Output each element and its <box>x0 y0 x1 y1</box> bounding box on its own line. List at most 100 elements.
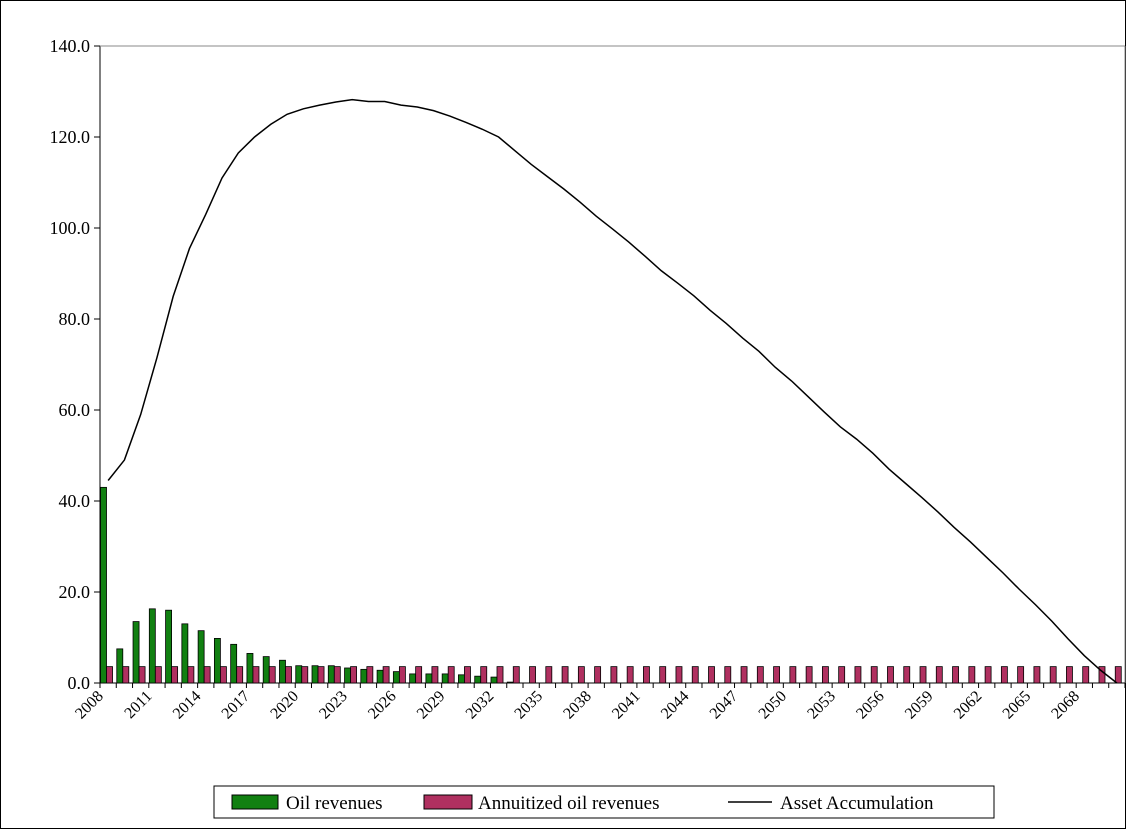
bar-annuitized-oil-revenues <box>366 666 374 684</box>
bar-oil-revenues <box>360 668 368 684</box>
bar-annuitized-oil-revenues <box>561 666 569 684</box>
bar-annuitized-oil-revenues <box>968 666 976 684</box>
bar-annuitized-oil-revenues <box>1017 666 1025 684</box>
bar-annuitized-oil-revenues <box>838 666 846 684</box>
bar-annuitized-oil-revenues <box>952 666 959 684</box>
bar-oil-revenues <box>425 673 433 684</box>
bar-annuitized-oil-revenues <box>805 666 813 684</box>
x-tick-label: 2038 <box>560 688 595 723</box>
bar-annuitized-oil-revenues <box>301 666 309 684</box>
bar-annuitized-oil-revenues <box>122 666 130 684</box>
x-tick-label: 2056 <box>853 688 888 723</box>
y-tick-label: 100.0 <box>50 218 91 238</box>
bar-annuitized-oil-revenues <box>577 666 585 684</box>
x-tick-label: 2014 <box>170 688 205 723</box>
bar-annuitized-oil-revenues <box>154 666 162 684</box>
y-tick-label: 60.0 <box>59 400 91 420</box>
bar-annuitized-oil-revenues <box>317 666 325 684</box>
x-tick-label: 2068 <box>1048 688 1083 723</box>
bar-annuitized-oil-revenues <box>1033 666 1041 684</box>
x-tick-label: 2050 <box>756 688 791 723</box>
x-tick-label: 2020 <box>267 688 302 723</box>
bar-oil-revenues <box>490 676 498 684</box>
bar-annuitized-oil-revenues <box>415 666 423 684</box>
bar-annuitized-oil-revenues <box>1049 666 1057 684</box>
x-tick-label: 2062 <box>951 688 986 723</box>
bar-annuitized-oil-revenues <box>870 666 878 684</box>
legend: Oil revenues Annuitized oil revenues Ass… <box>213 785 995 819</box>
bar-oil-revenues <box>392 671 400 684</box>
x-tick-label: 2053 <box>804 688 839 723</box>
x-tick-label: 2029 <box>414 688 449 723</box>
bar-annuitized-oil-revenues <box>1114 666 1122 684</box>
bar-annuitized-oil-revenues <box>545 666 553 684</box>
bar-annuitized-oil-revenues <box>220 666 227 684</box>
bar-annuitized-oil-revenues <box>187 666 195 684</box>
bar-annuitized-oil-revenues <box>431 666 439 684</box>
bar-annuitized-oil-revenues <box>643 666 650 684</box>
bar-annuitized-oil-revenues <box>398 666 406 684</box>
bar-annuitized-oil-revenues <box>659 666 667 684</box>
bar-oil-revenues <box>295 665 303 684</box>
asset-line <box>107 98 1118 684</box>
x-tick-label: 2059 <box>902 688 937 723</box>
bar-oil-revenues <box>506 681 514 684</box>
bar-oil-revenues <box>100 486 107 684</box>
bar-annuitized-oil-revenues <box>171 666 179 684</box>
bar-annuitized-oil-revenues <box>740 666 748 684</box>
bar-oil-revenues <box>327 665 335 684</box>
bar-annuitized-oil-revenues <box>464 666 471 684</box>
bar-annuitized-oil-revenues <box>480 666 488 684</box>
bar-annuitized-oil-revenues <box>594 666 602 684</box>
bar-annuitized-oil-revenues <box>821 666 829 684</box>
x-tick-label: 2035 <box>511 688 546 723</box>
bar-oil-revenues <box>116 648 124 684</box>
x-tick-label: 2011 <box>121 688 155 722</box>
x-tick-label: 2044 <box>658 688 693 723</box>
bar-oil-revenues <box>132 621 140 684</box>
bar-annuitized-oil-revenues <box>1098 666 1106 684</box>
bar-annuitized-oil-revenues <box>610 666 618 684</box>
bar-annuitized-oil-revenues <box>887 666 894 684</box>
bar-annuitized-oil-revenues <box>724 666 732 684</box>
x-tick-label: 2041 <box>609 688 644 723</box>
bars <box>100 486 1122 684</box>
legend-label-asset-accumulation: Asset Accumulation <box>780 793 934 814</box>
y-tick-label: 20.0 <box>59 582 91 602</box>
bar-oil-revenues <box>181 623 189 684</box>
y-tick-label: 140.0 <box>50 36 91 56</box>
bar-annuitized-oil-revenues <box>236 666 244 684</box>
bar-annuitized-oil-revenues <box>708 666 715 684</box>
bar-oil-revenues <box>474 675 482 684</box>
y-tick-label: 40.0 <box>59 491 91 511</box>
x-tick-label: 2065 <box>1000 688 1035 723</box>
bar-annuitized-oil-revenues <box>382 666 390 684</box>
bar-oil-revenues <box>376 669 384 684</box>
bar-oil-revenues <box>409 673 417 684</box>
y-tick-label: 120.0 <box>50 127 91 147</box>
bar-annuitized-oil-revenues <box>203 666 211 684</box>
bar-oil-revenues <box>213 638 221 684</box>
x-tick-label: 2017 <box>219 688 254 723</box>
bar-annuitized-oil-revenues <box>773 666 781 684</box>
bar-annuitized-oil-revenues <box>496 666 504 684</box>
bar-annuitized-oil-revenues <box>529 666 536 684</box>
bar-oil-revenues <box>441 673 449 684</box>
bar-annuitized-oil-revenues <box>691 666 699 684</box>
y-tick-label: 0.0 <box>68 673 91 693</box>
bar-oil-revenues <box>458 674 465 684</box>
bar-annuitized-oil-revenues <box>285 666 292 684</box>
bar-annuitized-oil-revenues <box>626 666 634 684</box>
bar-annuitized-oil-revenues <box>106 666 113 684</box>
bar-annuitized-oil-revenues <box>138 666 146 684</box>
x-tick-label: 2032 <box>463 688 498 723</box>
bar-annuitized-oil-revenues <box>935 666 943 684</box>
bar-oil-revenues <box>262 656 270 684</box>
x-tick-label: 2008 <box>72 688 107 723</box>
bar-annuitized-oil-revenues <box>268 666 276 684</box>
bar-annuitized-oil-revenues <box>675 666 683 684</box>
bar-annuitized-oil-revenues <box>447 666 455 684</box>
bar-oil-revenues <box>230 643 238 684</box>
